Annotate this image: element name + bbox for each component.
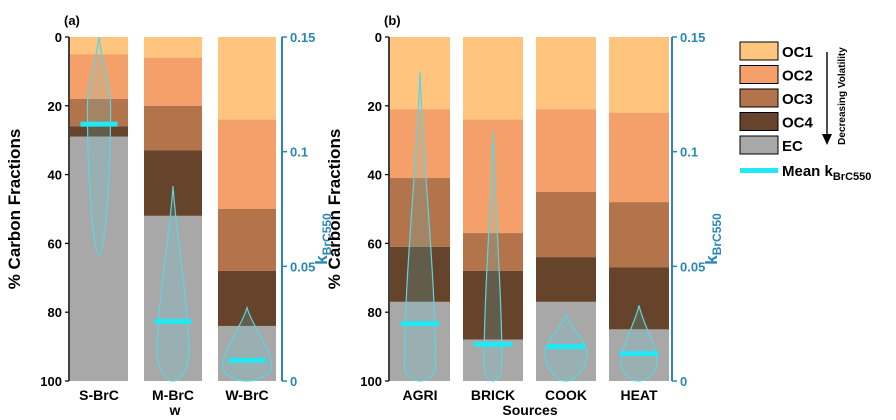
- y2-tick-label: 0.1: [680, 145, 698, 160]
- y-tick-label: 100: [360, 374, 382, 389]
- bar-oc1-s-brc: [70, 37, 128, 55]
- y-tick-label: 0: [375, 30, 382, 45]
- bar-oc4-w-brc: [218, 270, 276, 326]
- bar-oc2-w-brc: [218, 119, 276, 209]
- legend-swatch-mean-k: [740, 168, 778, 173]
- legend-swatch-ec: [739, 135, 779, 155]
- x-tick-label: COOK: [545, 387, 587, 403]
- bar-oc3-m-brc: [144, 105, 202, 151]
- y2-tick-label: 0.15: [290, 30, 315, 45]
- y2-tick-label: 0.1: [290, 145, 308, 160]
- y2-axis-label: kBrC550: [312, 213, 334, 265]
- bar-oc4-m-brc: [144, 150, 202, 216]
- y-tick-label: 80: [48, 305, 62, 320]
- x-tick-label: M-BrC: [152, 387, 194, 403]
- violin-m-brc: [156, 186, 190, 382]
- bar-ec-m-brc: [144, 215, 202, 381]
- bar-oc1-w-brc: [218, 37, 276, 120]
- y-tick-label: 60: [368, 236, 382, 251]
- y-tick-label: 60: [48, 236, 62, 251]
- x-tick-label: BRICK: [471, 387, 515, 403]
- bar-oc3-cook: [536, 191, 596, 258]
- bar-oc1-m-brc: [144, 37, 202, 58]
- x-axis-label: Sources: [502, 402, 557, 418]
- y-tick-label: 20: [48, 99, 62, 114]
- volatility-note: Decreasing Volatility: [837, 47, 848, 145]
- x-axis-label: w: [169, 402, 181, 418]
- y-axis-label: % Carbon Fractions: [5, 129, 24, 290]
- bar-oc4-brick: [463, 270, 523, 340]
- x-tick-label: W-BrC: [225, 387, 268, 403]
- legend-label-mean-k: Mean kBrC550: [782, 163, 871, 183]
- bar-oc3-agri: [390, 178, 450, 247]
- x-tick-label: S-BrC: [79, 387, 119, 403]
- bar-oc3-w-brc: [218, 209, 276, 271]
- y2-tick-label: 0.15: [680, 30, 705, 45]
- legend-swatch-oc2: [739, 65, 779, 84]
- bar-oc2-s-brc: [70, 54, 128, 99]
- panel-label: (a): [64, 13, 80, 28]
- mean-k-marker-s-brc: [80, 121, 118, 127]
- legend-swatch-oc3: [739, 88, 779, 108]
- legend: OC1 OC2 OC3 OC4 EC Mean kBrC550 Decreasing Vol…: [739, 41, 871, 183]
- legend-label: OC3: [782, 91, 813, 108]
- y2-tick-label: 0: [680, 374, 687, 389]
- y-tick-label: 40: [368, 168, 382, 183]
- mean-k-marker-m-brc: [154, 318, 192, 324]
- legend-swatch-oc1: [739, 41, 779, 61]
- bar-oc1-heat: [609, 37, 669, 113]
- bar-oc4-s-brc: [70, 126, 128, 137]
- mean-k-marker-brick: [473, 341, 513, 347]
- mean-k-marker-w-brc: [228, 357, 266, 363]
- bar-oc2-cook: [536, 109, 596, 192]
- y2-axis-label: kBrC550: [702, 213, 724, 265]
- y-tick-label: 80: [368, 305, 382, 320]
- legend-label: OC2: [782, 68, 813, 85]
- violin-heat: [620, 305, 658, 382]
- x-tick-label: HEAT: [620, 387, 658, 403]
- legend-label: OC4: [782, 115, 814, 132]
- bar-ec-w-brc: [218, 325, 276, 381]
- panel-a: S-BrC M-BrC W-BrC 0 20 40 60 80 100 0 0.05 0.1 0.15 (…: [5, 13, 334, 418]
- bar-oc4-cook: [536, 257, 596, 302]
- y-tick-label: 40: [48, 168, 62, 183]
- bar-oc4-agri: [390, 246, 450, 302]
- legend-label: OC1: [782, 44, 813, 61]
- y-tick-label: 20: [368, 99, 382, 114]
- violin-agri: [403, 71, 437, 382]
- y-tick-label: 100: [40, 374, 62, 389]
- bar-ec-agri: [390, 301, 450, 381]
- legend-label: EC: [782, 138, 803, 155]
- mean-k-marker-heat: [619, 350, 659, 356]
- x-tick-label: AGRI: [403, 387, 438, 403]
- violin-s-brc: [86, 36, 112, 256]
- bar-oc2-m-brc: [144, 57, 202, 106]
- y-axis-label: % Carbon Fractions: [325, 129, 344, 290]
- y2-tick-label: 0.05: [680, 259, 705, 274]
- y-tick-label: 0: [55, 30, 62, 45]
- bar-oc4-heat: [609, 267, 669, 330]
- arrowhead-icon: [822, 134, 832, 145]
- bar-oc1-brick: [463, 37, 523, 120]
- bar-oc2-heat: [609, 112, 669, 203]
- legend-swatch-oc4: [739, 112, 779, 131]
- mean-k-marker-agri: [400, 321, 440, 327]
- mean-k-marker-cook: [546, 344, 586, 350]
- bar-oc1-cook: [536, 37, 596, 110]
- bar-oc3-heat: [609, 202, 669, 268]
- violin-brick: [483, 131, 503, 382]
- bar-oc3-brick: [463, 233, 523, 271]
- panel-b: AGRI BRICK COOK HEAT 0 20 40 60 80 100 0 0.05 0.1 0.1…: [325, 13, 724, 418]
- y2-tick-label: 0: [290, 374, 297, 389]
- bar-ec-s-brc: [70, 136, 128, 381]
- panel-label: (b): [384, 13, 401, 28]
- y2-tick-label: 0.05: [290, 259, 315, 274]
- bar-oc2-agri: [390, 109, 450, 179]
